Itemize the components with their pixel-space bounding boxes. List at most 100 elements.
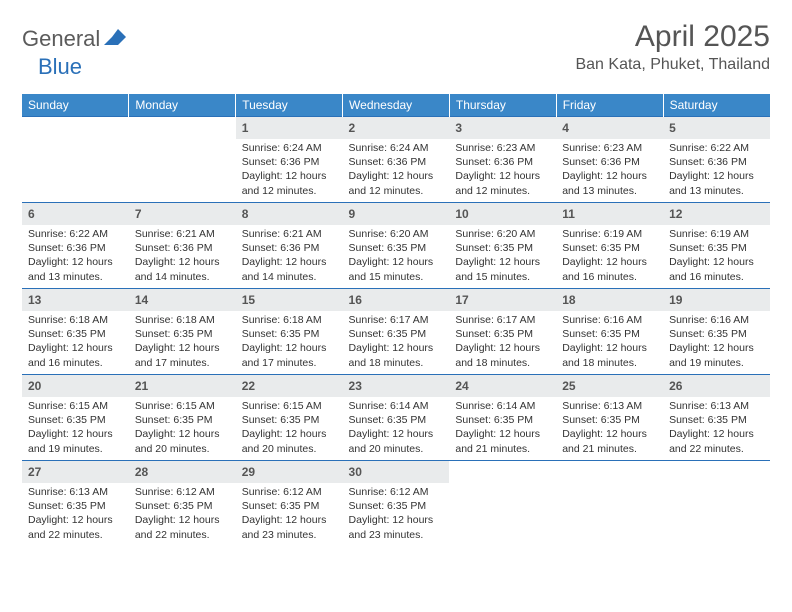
calendar-day: 24Sunrise: 6:14 AMSunset: 6:35 PMDayligh…	[449, 375, 556, 461]
calendar-day: 10Sunrise: 6:20 AMSunset: 6:35 PMDayligh…	[449, 203, 556, 289]
day-number-row: 5	[663, 117, 770, 139]
day-content: Sunrise: 6:16 AMSunset: 6:35 PMDaylight:…	[663, 311, 770, 374]
sunrise: Sunrise: 6:22 AM	[28, 227, 123, 241]
day-content: Sunrise: 6:22 AMSunset: 6:36 PMDaylight:…	[22, 225, 129, 288]
calendar-day: 26Sunrise: 6:13 AMSunset: 6:35 PMDayligh…	[663, 375, 770, 461]
day-number-row: 8	[236, 203, 343, 225]
sunset: Sunset: 6:36 PM	[135, 241, 230, 255]
day-number: 20	[28, 379, 41, 393]
daylight: Daylight: 12 hours and 16 minutes.	[562, 255, 657, 283]
day-content: Sunrise: 6:15 AMSunset: 6:35 PMDaylight:…	[129, 397, 236, 460]
day-content: Sunrise: 6:18 AMSunset: 6:35 PMDaylight:…	[236, 311, 343, 374]
day-number-row: 6	[22, 203, 129, 225]
sunset: Sunset: 6:35 PM	[135, 413, 230, 427]
day-number: 3	[455, 121, 462, 135]
day-content: Sunrise: 6:15 AMSunset: 6:35 PMDaylight:…	[22, 397, 129, 460]
sunrise: Sunrise: 6:21 AM	[242, 227, 337, 241]
daylight: Daylight: 12 hours and 19 minutes.	[28, 427, 123, 455]
day-content: Sunrise: 6:19 AMSunset: 6:35 PMDaylight:…	[663, 225, 770, 288]
daylight: Daylight: 12 hours and 19 minutes.	[669, 341, 764, 369]
sunset: Sunset: 6:35 PM	[455, 413, 550, 427]
day-number: 9	[349, 207, 356, 221]
calendar-day: 20 Sunrise: 6:15 AMSunset: 6:35 PMDayligh…	[22, 375, 129, 461]
sunrise: Sunrise: 6:23 AM	[455, 141, 550, 155]
day-number-row: 10	[449, 203, 556, 225]
calendar-day: 11Sunrise: 6:19 AMSunset: 6:35 PMDayligh…	[556, 203, 663, 289]
sunset: Sunset: 6:36 PM	[28, 241, 123, 255]
day-content: Sunrise: 6:17 AMSunset: 6:35 PMDaylight:…	[449, 311, 556, 374]
sunset: Sunset: 6:35 PM	[455, 241, 550, 255]
calendar-day: 8Sunrise: 6:21 AMSunset: 6:36 PMDaylight…	[236, 203, 343, 289]
day-number-row: 28	[129, 461, 236, 483]
calendar-day: 16Sunrise: 6:17 AMSunset: 6:35 PMDayligh…	[343, 289, 450, 375]
calendar-day: 21Sunrise: 6:15 AMSunset: 6:35 PMDayligh…	[129, 375, 236, 461]
location: Ban Kata, Phuket, Thailand	[575, 56, 770, 74]
calendar-day: 30 Sunrise: 6:12 AMSunset: 6:35 PMDayligh…	[343, 461, 450, 547]
calendar-day: 22Sunrise: 6:15 AMSunset: 6:35 PMDayligh…	[236, 375, 343, 461]
sunset: Sunset: 6:35 PM	[349, 327, 444, 341]
day-number: 19	[669, 293, 682, 307]
sunrise: Sunrise: 6:24 AM	[349, 141, 444, 155]
sunrise: Sunrise: 6:12 AM	[349, 485, 444, 499]
sunrise: Sunrise: 6:16 AM	[669, 313, 764, 327]
calendar-day: 3Sunrise: 6:23 AMSunset: 6:36 PMDaylight…	[449, 117, 556, 203]
day-content: Sunrise: 6:23 AMSunset: 6:36 PMDaylight:…	[556, 139, 663, 202]
sunset: Sunset: 6:35 PM	[242, 413, 337, 427]
logo: General	[22, 20, 128, 52]
sunrise: Sunrise: 6:23 AM	[562, 141, 657, 155]
day-number: 5	[669, 121, 676, 135]
weekday-header: Tuesday	[236, 94, 343, 117]
calendar-day: 28Sunrise: 6:12 AMSunset: 6:35 PMDayligh…	[129, 461, 236, 547]
calendar-day: 19 Sunrise: 6:16 AMSunset: 6:35 PMDayligh…	[663, 289, 770, 375]
daylight: Daylight: 12 hours and 20 minutes.	[242, 427, 337, 455]
day-number: 29	[242, 465, 255, 479]
sunrise: Sunrise: 6:13 AM	[669, 399, 764, 413]
calendar-day: 14Sunrise: 6:18 AMSunset: 6:35 PMDayligh…	[129, 289, 236, 375]
sunset: Sunset: 6:35 PM	[669, 413, 764, 427]
sunset: Sunset: 6:35 PM	[135, 499, 230, 513]
sunrise: Sunrise: 6:17 AM	[455, 313, 550, 327]
day-content: Sunrise: 6:12 AMSunset: 6:35 PMDaylight:…	[343, 483, 450, 546]
daylight: Daylight: 12 hours and 22 minutes.	[135, 513, 230, 541]
day-number: 14	[135, 293, 148, 307]
calendar-empty	[663, 461, 770, 547]
day-number-row: 27	[22, 461, 129, 483]
logo-text-blue: Blue	[38, 54, 82, 79]
sunset: Sunset: 6:36 PM	[242, 155, 337, 169]
sunset: Sunset: 6:36 PM	[669, 155, 764, 169]
day-number-row: 1	[236, 117, 343, 139]
sunset: Sunset: 6:35 PM	[242, 327, 337, 341]
calendar-week: 20Sunrise: 6:15 AMSunset: 6:35 PMDayligh…	[22, 375, 770, 461]
calendar-body: 1 Sunrise: 6:24 AM Sunset: 6:36 PM Daylight…	[22, 117, 770, 547]
calendar-header: SundayMondayTuesdayWednesdayThursdayFrid…	[22, 94, 770, 117]
calendar-day: 13Sunrise: 6:18 AMSunset: 6:35 PMDayligh…	[22, 289, 129, 375]
day-number-row: 29	[236, 461, 343, 483]
calendar-day: 6 Sunrise: 6:22 AMSunset: 6:36 PMDaylight…	[22, 203, 129, 289]
weekday-header: Friday	[556, 94, 663, 117]
day-number-row: 9	[343, 203, 450, 225]
day-number-row: 18	[556, 289, 663, 311]
calendar-day: 2Sunrise: 6:24 AMSunset: 6:36 PMDaylight…	[343, 117, 450, 203]
day-number: 30	[349, 465, 362, 479]
calendar-day: 25Sunrise: 6:13 AMSunset: 6:35 PMDayligh…	[556, 375, 663, 461]
daylight: Daylight: 12 hours and 14 minutes.	[242, 255, 337, 283]
day-number-row: 22	[236, 375, 343, 397]
day-number: 6	[28, 207, 35, 221]
day-content: Sunrise: 6:21 AMSunset: 6:36 PMDaylight:…	[236, 225, 343, 288]
daylight: Daylight: 12 hours and 12 minutes.	[455, 169, 550, 197]
day-number-row: 12	[663, 203, 770, 225]
sunset: Sunset: 6:35 PM	[135, 327, 230, 341]
day-content: Sunrise: 6:12 AMSunset: 6:35 PMDaylight:…	[236, 483, 343, 546]
daylight: Daylight: 12 hours and 15 minutes.	[455, 255, 550, 283]
daylight: Daylight: 12 hours and 20 minutes.	[135, 427, 230, 455]
day-number: 28	[135, 465, 148, 479]
calendar-day: 18Sunrise: 6:16 AMSunset: 6:35 PMDayligh…	[556, 289, 663, 375]
sunrise: Sunrise: 6:15 AM	[135, 399, 230, 413]
day-number: 17	[455, 293, 468, 307]
sunrise: Sunrise: 6:14 AM	[349, 399, 444, 413]
sunrise: Sunrise: 6:20 AM	[455, 227, 550, 241]
daylight: Daylight: 12 hours and 13 minutes.	[562, 169, 657, 197]
weekday-header: Thursday	[449, 94, 556, 117]
day-content: Sunrise: 6:20 AMSunset: 6:35 PMDaylight:…	[449, 225, 556, 288]
sunset: Sunset: 6:35 PM	[349, 413, 444, 427]
